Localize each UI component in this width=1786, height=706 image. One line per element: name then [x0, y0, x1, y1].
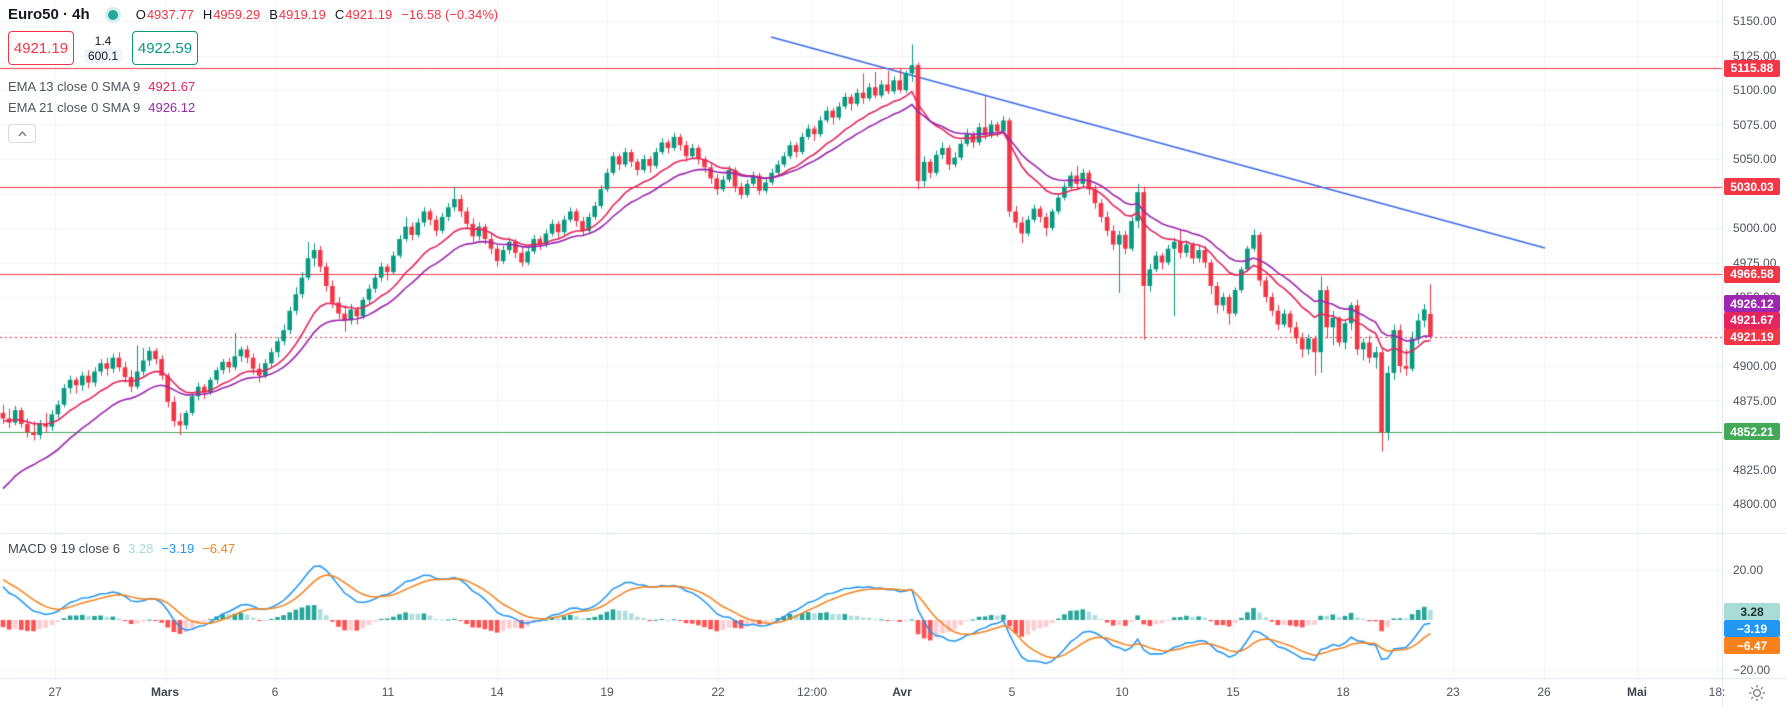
time-axis-label: Mars [150, 685, 180, 699]
price-axis-label: 4900.00 [1733, 359, 1777, 373]
high-value: H4959.29 [202, 7, 261, 22]
spread-value: 1.4 [94, 33, 112, 48]
price-tag-4921.19: 4921.19 [1724, 328, 1780, 346]
time-axis-label: 11 [381, 685, 395, 699]
time-axis-label: 27 [48, 685, 62, 699]
time-axis-label: 23 [1446, 685, 1460, 699]
time-axis-label: 5 [1008, 685, 1016, 699]
price-tag-4852.21: 4852.21 [1724, 423, 1780, 441]
close-value: C4921.19 [334, 7, 393, 22]
ema13-value: 4921.67 [148, 79, 196, 94]
change-value: −16.58 (−0.34%) [401, 7, 499, 22]
ema21-label: EMA 21 close 0 SMA 9 [8, 100, 141, 115]
price-tag-5030.03: 5030.03 [1724, 178, 1780, 196]
price-axis-label: 5150.00 [1733, 14, 1777, 28]
chevron-up-icon [17, 130, 27, 136]
time-axis-label: 12:00 [796, 685, 828, 699]
time-axis-label: Avr [892, 685, 912, 699]
ohlc-readout: O4937.77 H4959.29 B4919.19 C4921.19 −16.… [136, 7, 498, 22]
buy-ask-button[interactable]: 4922.59 [132, 31, 198, 65]
price-axis-label: 5100.00 [1733, 83, 1777, 97]
ema13-label: EMA 13 close 0 SMA 9 [8, 79, 141, 94]
quote-panel: 4921.19 1.4 600.1 4922.59 [8, 31, 198, 65]
ema21-legend[interactable]: EMA 21 close 0 SMA 9 4926.12 [8, 100, 195, 115]
macd-label: MACD 9 19 close 6 [8, 541, 120, 556]
price-axis-label: 5075.00 [1733, 117, 1777, 132]
market-open-dot-icon [107, 9, 118, 20]
chart-header: Euro50 · 4h O4937.77 H4959.29 B4919.19 C… [8, 6, 498, 23]
open-value: O4937.77 [135, 7, 194, 22]
time-axis-label: 15 [1226, 685, 1240, 699]
macd-values: 3.28 −3.19 −6.47 [128, 541, 235, 556]
macd-tag: 3.28 [1724, 603, 1780, 621]
macd-hist-value: 3.28 [128, 541, 154, 556]
price-axis-label: 5000.00 [1733, 221, 1777, 235]
macd-axis-label: 20.00 [1733, 563, 1764, 577]
time-axis-label: 19 [600, 685, 614, 699]
macd-signal-value: −6.47 [202, 541, 236, 556]
price-tag-5115.88: 5115.88 [1724, 59, 1780, 77]
macd-legend[interactable]: MACD 9 19 close 6 3.28 −3.19 −6.47 [8, 541, 235, 556]
price-tag-4921.67: 4921.67 [1724, 311, 1780, 329]
ema13-legend[interactable]: EMA 13 close 0 SMA 9 4921.67 [8, 79, 195, 94]
spread-block: 1.4 600.1 [80, 31, 126, 65]
time-axis-label: 26 [1537, 685, 1551, 699]
timezone-settings-button[interactable] [1748, 684, 1766, 702]
low-value: B4919.19 [269, 7, 326, 22]
sell-bid-button[interactable]: 4921.19 [8, 31, 74, 65]
time-axis-label: 18 [1336, 685, 1350, 699]
settings-sun-icon [1749, 685, 1765, 701]
time-axis-label: Mai [1626, 685, 1648, 699]
macd-axis-label: −20.00 [1733, 663, 1771, 677]
time-axis-label: 14 [490, 685, 504, 699]
price-axis-label: 4875.00 [1733, 393, 1777, 408]
time-axis-label: 10 [1115, 685, 1129, 699]
macd-tag: −3.19 [1724, 620, 1780, 638]
collapse-legend-button[interactable] [8, 124, 36, 143]
price-axis-label: 4800.00 [1733, 497, 1777, 511]
volume-badge: 600.1 [83, 48, 123, 63]
price-axis-label: 5125.00 [1733, 48, 1777, 63]
price-axis-label: 5050.00 [1733, 152, 1777, 166]
time-axis-label: 18: [1708, 685, 1726, 699]
macd-line-value: −3.19 [161, 541, 195, 556]
macd-tag: −6.47 [1724, 637, 1780, 655]
time-axis-label: 6 [271, 685, 279, 699]
symbol-title[interactable]: Euro50 · 4h [8, 6, 90, 23]
price-tag-4926.12: 4926.12 [1724, 295, 1780, 313]
price-axis-label: 4825.00 [1733, 462, 1777, 477]
ema21-value: 4926.12 [148, 100, 196, 115]
price-tag-4966.58: 4966.58 [1724, 265, 1780, 283]
time-axis-label: 22 [711, 685, 725, 699]
